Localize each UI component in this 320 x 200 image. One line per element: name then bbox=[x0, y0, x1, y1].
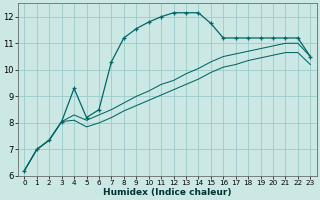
X-axis label: Humidex (Indice chaleur): Humidex (Indice chaleur) bbox=[103, 188, 232, 197]
